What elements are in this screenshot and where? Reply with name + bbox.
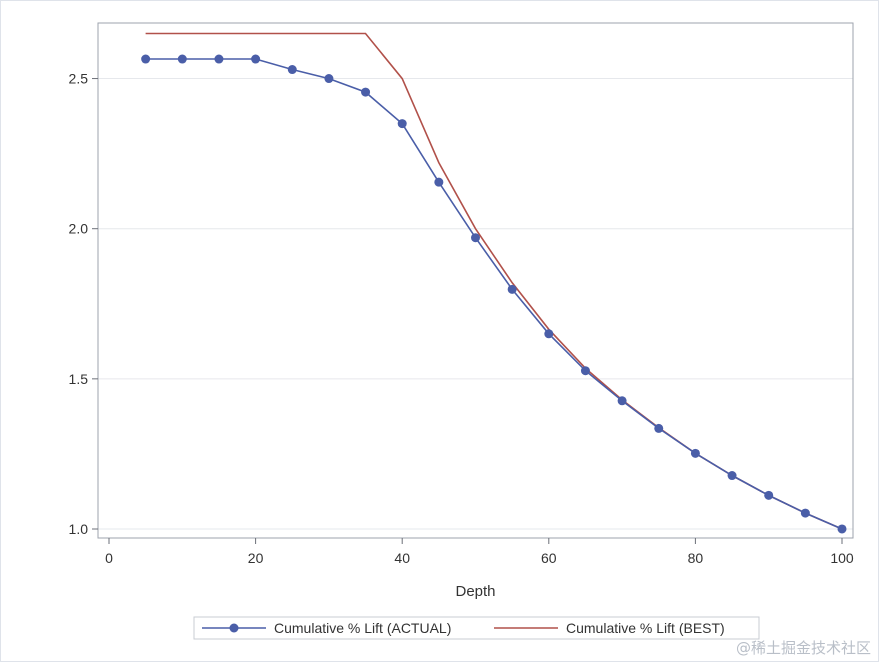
data-point-0-4: [287, 65, 297, 75]
data-point-0-3: [251, 54, 261, 64]
data-point-0-6: [361, 87, 371, 97]
x-tick-label-3: 60: [541, 550, 557, 566]
y-tick-label-0: 1.0: [69, 521, 89, 537]
y-tick-label-3: 2.5: [69, 71, 89, 87]
data-point-0-9: [471, 233, 480, 243]
data-point-0-1: [177, 54, 187, 64]
data-point-0-11: [544, 329, 554, 339]
data-point-0-13: [617, 396, 627, 406]
data-point-0-8: [434, 177, 444, 187]
data-point-0-7: [397, 119, 407, 129]
plot-area: [97, 22, 854, 539]
x-tick-label-1: 20: [248, 550, 264, 566]
data-point-0-10: [507, 284, 517, 294]
series-group: [141, 32, 847, 534]
data-point-0-16: [727, 471, 737, 481]
x-tick-label-0: 0: [105, 550, 113, 566]
series-line-0: [145, 58, 843, 530]
data-point-0-18: [800, 508, 810, 518]
legend-marker-0: [229, 623, 239, 633]
x-tick-label-5: 100: [830, 550, 854, 566]
data-point-0-17: [764, 490, 774, 500]
data-point-0-12: [580, 366, 590, 376]
x-tick-label-4: 80: [688, 550, 704, 566]
data-point-0-15: [690, 448, 700, 458]
series-line-1: [145, 32, 843, 530]
data-point-0-14: [654, 423, 664, 433]
data-point-0-2: [214, 54, 224, 64]
axes: 1.0 1.5 2.0 2.5 0 20 40 60 80 100: [69, 71, 854, 566]
legend-label-0: Cumulative % Lift (ACTUAL): [274, 620, 451, 636]
data-point-0-0: [141, 54, 151, 64]
legend-label-1: Cumulative % Lift (BEST): [566, 620, 725, 636]
x-tick-label-2: 40: [394, 550, 410, 566]
y-tick-label-1: 1.5: [69, 371, 89, 387]
data-point-0-19: [837, 524, 847, 534]
legend-box: [193, 616, 760, 640]
grid-lines: [98, 78, 853, 530]
y-tick-label-2: 2.0: [69, 221, 89, 237]
x-axis-label: Depth: [455, 583, 495, 600]
data-point-0-5: [324, 74, 334, 84]
legend: Cumulative % Lift (ACTUAL) Cumulative % L…: [193, 616, 760, 640]
watermark: @稀土掘金技术社区: [735, 639, 871, 657]
